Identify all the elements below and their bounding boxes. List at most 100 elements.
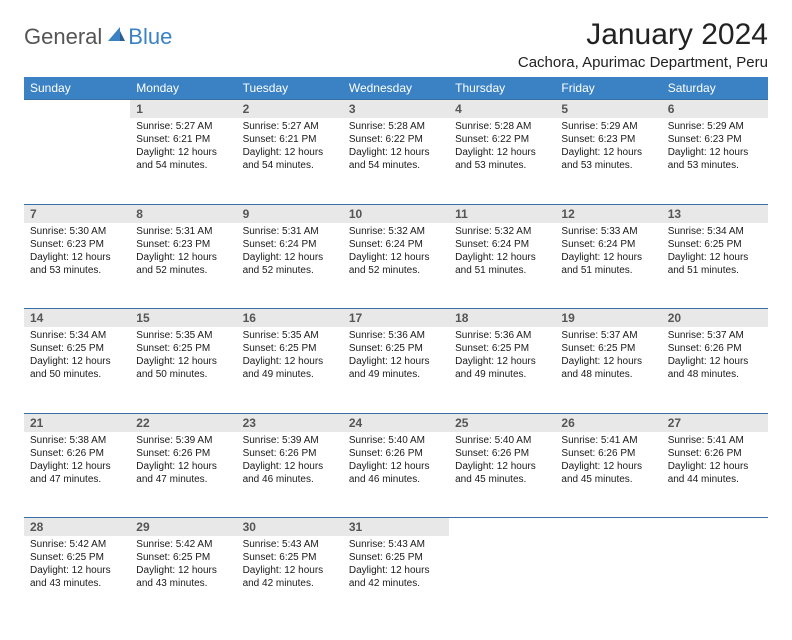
day-number-cell: 14 [24, 309, 130, 328]
sunset-text: Sunset: 6:26 PM [455, 447, 549, 460]
logo-text-general: General [24, 24, 102, 50]
daylight-text: Daylight: 12 hours [349, 146, 443, 159]
daylight-text: and 50 minutes. [136, 368, 230, 381]
day-cell: Sunrise: 5:40 AMSunset: 6:26 PMDaylight:… [343, 432, 449, 518]
day-number-cell: 28 [24, 518, 130, 537]
calendar-body: 123456Sunrise: 5:27 AMSunset: 6:21 PMDay… [24, 100, 768, 623]
day-number-row: 14151617181920 [24, 309, 768, 328]
sunrise-text: Sunrise: 5:36 AM [349, 329, 443, 342]
day-cell: Sunrise: 5:28 AMSunset: 6:22 PMDaylight:… [343, 118, 449, 204]
day-number-cell: 19 [555, 309, 661, 328]
day-cell: Sunrise: 5:38 AMSunset: 6:26 PMDaylight:… [24, 432, 130, 518]
day-cell: Sunrise: 5:34 AMSunset: 6:25 PMDaylight:… [24, 327, 130, 413]
sunrise-text: Sunrise: 5:35 AM [243, 329, 337, 342]
daylight-text: and 51 minutes. [668, 264, 762, 277]
sunset-text: Sunset: 6:25 PM [455, 342, 549, 355]
day-number-cell [555, 518, 661, 537]
daylight-text: Daylight: 12 hours [561, 146, 655, 159]
sunrise-text: Sunrise: 5:34 AM [668, 225, 762, 238]
weekday-header: Sunday [24, 77, 130, 100]
daylight-text: Daylight: 12 hours [136, 251, 230, 264]
sunrise-text: Sunrise: 5:39 AM [243, 434, 337, 447]
sunset-text: Sunset: 6:23 PM [561, 133, 655, 146]
daylight-text: and 42 minutes. [243, 577, 337, 590]
weekday-header: Monday [130, 77, 236, 100]
day-number-row: 28293031 [24, 518, 768, 537]
day-number-cell: 13 [662, 204, 768, 223]
day-cell: Sunrise: 5:37 AMSunset: 6:26 PMDaylight:… [662, 327, 768, 413]
sunset-text: Sunset: 6:21 PM [243, 133, 337, 146]
sunset-text: Sunset: 6:23 PM [30, 238, 124, 251]
day-number-cell: 20 [662, 309, 768, 328]
sunset-text: Sunset: 6:25 PM [668, 238, 762, 251]
daylight-text: Daylight: 12 hours [136, 460, 230, 473]
weekday-header: Wednesday [343, 77, 449, 100]
sunrise-text: Sunrise: 5:40 AM [455, 434, 549, 447]
day-number-cell: 12 [555, 204, 661, 223]
daylight-text: Daylight: 12 hours [30, 355, 124, 368]
day-cell: Sunrise: 5:35 AMSunset: 6:25 PMDaylight:… [130, 327, 236, 413]
day-cell [555, 536, 661, 622]
sunset-text: Sunset: 6:26 PM [30, 447, 124, 460]
daylight-text: and 52 minutes. [349, 264, 443, 277]
sunset-text: Sunset: 6:22 PM [349, 133, 443, 146]
day-cell: Sunrise: 5:42 AMSunset: 6:25 PMDaylight:… [130, 536, 236, 622]
sunset-text: Sunset: 6:23 PM [136, 238, 230, 251]
day-number-cell: 22 [130, 413, 236, 432]
daylight-text: Daylight: 12 hours [349, 564, 443, 577]
daylight-text: and 48 minutes. [561, 368, 655, 381]
sunset-text: Sunset: 6:24 PM [243, 238, 337, 251]
day-cell: Sunrise: 5:27 AMSunset: 6:21 PMDaylight:… [130, 118, 236, 204]
sunrise-text: Sunrise: 5:38 AM [30, 434, 124, 447]
day-number-cell: 6 [662, 100, 768, 119]
sunset-text: Sunset: 6:25 PM [243, 342, 337, 355]
daylight-text: and 49 minutes. [455, 368, 549, 381]
daylight-text: Daylight: 12 hours [668, 355, 762, 368]
day-body-row: Sunrise: 5:38 AMSunset: 6:26 PMDaylight:… [24, 432, 768, 518]
day-cell: Sunrise: 5:36 AMSunset: 6:25 PMDaylight:… [343, 327, 449, 413]
daylight-text: Daylight: 12 hours [668, 146, 762, 159]
day-number-cell: 9 [237, 204, 343, 223]
daylight-text: and 54 minutes. [136, 159, 230, 172]
sunrise-text: Sunrise: 5:27 AM [243, 120, 337, 133]
daylight-text: Daylight: 12 hours [30, 460, 124, 473]
daylight-text: and 46 minutes. [243, 473, 337, 486]
day-number-row: 123456 [24, 100, 768, 119]
day-number-cell: 8 [130, 204, 236, 223]
sunrise-text: Sunrise: 5:43 AM [349, 538, 443, 551]
day-number-cell: 4 [449, 100, 555, 119]
sunrise-text: Sunrise: 5:27 AM [136, 120, 230, 133]
sunset-text: Sunset: 6:25 PM [136, 551, 230, 564]
sunrise-text: Sunrise: 5:32 AM [455, 225, 549, 238]
daylight-text: Daylight: 12 hours [455, 146, 549, 159]
daylight-text: Daylight: 12 hours [668, 460, 762, 473]
sunrise-text: Sunrise: 5:43 AM [243, 538, 337, 551]
day-cell: Sunrise: 5:31 AMSunset: 6:23 PMDaylight:… [130, 223, 236, 309]
sunrise-text: Sunrise: 5:36 AM [455, 329, 549, 342]
sunrise-text: Sunrise: 5:30 AM [30, 225, 124, 238]
daylight-text: Daylight: 12 hours [561, 251, 655, 264]
weekday-header: Friday [555, 77, 661, 100]
daylight-text: and 42 minutes. [349, 577, 443, 590]
daylight-text: and 53 minutes. [561, 159, 655, 172]
title-block: January 2024 Cachora, Apurimac Departmen… [518, 18, 768, 71]
day-cell: Sunrise: 5:39 AMSunset: 6:26 PMDaylight:… [237, 432, 343, 518]
sunrise-text: Sunrise: 5:28 AM [455, 120, 549, 133]
day-number-cell [24, 100, 130, 119]
sunrise-text: Sunrise: 5:37 AM [668, 329, 762, 342]
sunset-text: Sunset: 6:24 PM [349, 238, 443, 251]
sunset-text: Sunset: 6:24 PM [561, 238, 655, 251]
location-subtitle: Cachora, Apurimac Department, Peru [518, 54, 768, 71]
daylight-text: Daylight: 12 hours [349, 460, 443, 473]
day-number-cell: 11 [449, 204, 555, 223]
day-cell: Sunrise: 5:41 AMSunset: 6:26 PMDaylight:… [662, 432, 768, 518]
sunrise-text: Sunrise: 5:35 AM [136, 329, 230, 342]
daylight-text: and 45 minutes. [455, 473, 549, 486]
day-number-cell: 16 [237, 309, 343, 328]
day-body-row: Sunrise: 5:34 AMSunset: 6:25 PMDaylight:… [24, 327, 768, 413]
day-number-cell: 17 [343, 309, 449, 328]
daylight-text: Daylight: 12 hours [243, 460, 337, 473]
daylight-text: Daylight: 12 hours [136, 355, 230, 368]
day-cell [662, 536, 768, 622]
sunset-text: Sunset: 6:26 PM [668, 342, 762, 355]
